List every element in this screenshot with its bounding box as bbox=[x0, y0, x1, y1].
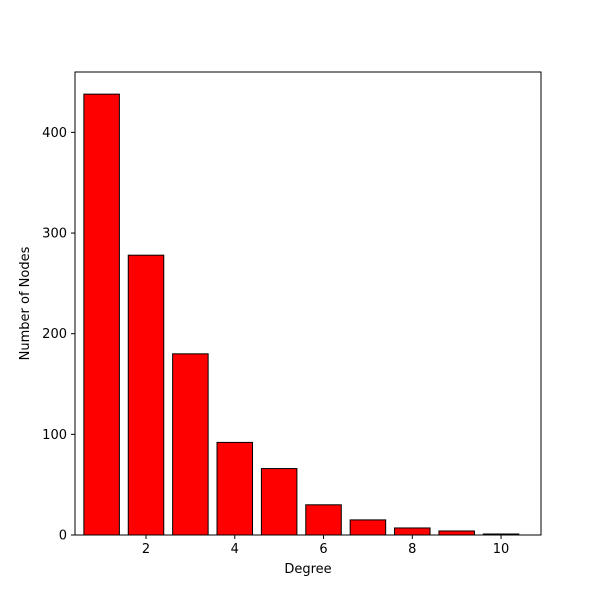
bar-degree-7 bbox=[349, 519, 387, 536]
y-axis-ticks: 0 100 200 300 400 bbox=[42, 126, 75, 544]
y-tick-label: 100 bbox=[42, 428, 67, 443]
y-tick-label: 200 bbox=[42, 327, 67, 342]
y-axis-label: Number of Nodes bbox=[18, 246, 33, 360]
bar-degree-8 bbox=[394, 527, 431, 536]
bar-degree-6 bbox=[305, 504, 342, 536]
x-tick-label: 8 bbox=[408, 542, 416, 557]
y-tick-label: 300 bbox=[42, 227, 67, 242]
x-tick-label: 10 bbox=[493, 542, 510, 557]
bars-group bbox=[83, 93, 520, 536]
x-tick-label: 2 bbox=[142, 542, 150, 557]
x-axis-label: Degree bbox=[284, 562, 331, 577]
bar-degree-9 bbox=[438, 530, 475, 536]
x-tick-label: 4 bbox=[231, 542, 239, 557]
x-tick-label: 6 bbox=[319, 542, 327, 557]
bar-degree-2 bbox=[127, 254, 165, 536]
x-axis-ticks: 2 4 6 8 10 bbox=[142, 535, 509, 557]
bar-degree-3 bbox=[172, 353, 209, 536]
bar-degree-5 bbox=[260, 468, 298, 536]
plot-frame bbox=[74, 71, 542, 536]
bar-degree-4 bbox=[216, 441, 254, 536]
y-tick-label: 400 bbox=[42, 126, 67, 141]
bar-degree-1 bbox=[83, 93, 120, 536]
y-tick-label: 0 bbox=[59, 529, 67, 544]
